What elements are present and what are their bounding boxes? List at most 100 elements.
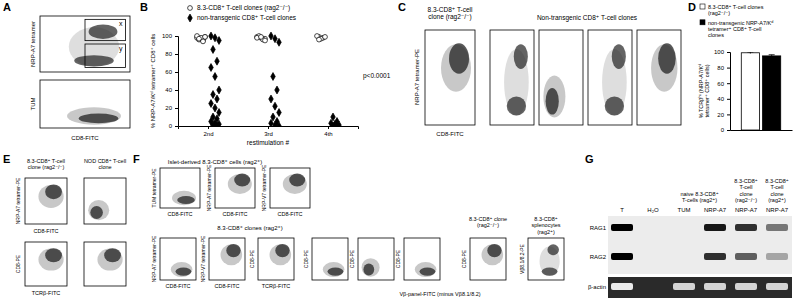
label-line: T-cells (rag2⁺) [682,197,717,203]
plot-frame [160,168,200,208]
cell-cloud [221,244,243,265]
point [269,95,274,103]
axis-title: CD8-FITC [222,211,247,217]
point [335,122,340,126]
label-line: % TCRβʰⁱ (NRP-A7/Kᵈ [698,64,704,119]
tick: 40 [165,87,178,93]
label-line: 8.3-CD8⁺ [534,216,557,222]
cloud-group [38,184,63,207]
band [611,283,633,290]
axis-title: CD8-PE [349,249,355,268]
error-bar [769,55,775,57]
cloud-group [270,244,292,265]
plot-frame [588,30,632,125]
panel-b: 0204060801002nd3rd4threstimulation #% NR… [150,4,391,146]
axis-title: TUM [30,98,36,111]
flow-plot [425,30,475,125]
axis-title: TCRβ-FITC [32,290,61,296]
label-line: (rag2⁺) [537,229,555,235]
tick: 2nd [203,126,213,137]
band [704,283,726,290]
tick-mark [727,52,730,53]
point [277,38,282,46]
point [259,35,264,40]
cell-cloud [504,49,529,116]
cloud-group [543,76,565,118]
y-axis: 020406080100 [162,33,179,129]
flow-plot [25,242,67,286]
tick-mark [175,54,178,55]
header: 8.3-CD8⁺ clones (rag2⁺) [217,225,282,231]
tick-label: 0 [721,127,725,133]
label-line: clone [770,191,783,197]
label-line: NOD CD8⁺ T-cell [84,158,126,164]
point [215,57,220,65]
row-label: RAG2 [590,254,607,260]
plot-frame [25,178,67,224]
tick: 40 [717,96,730,102]
point [273,35,278,43]
cloud-group [88,200,109,220]
plot-frame [425,30,475,125]
panel-e: NRP-A7 tetramer-PECD8-FITCCD8-PETCRβ-FIT… [15,158,126,296]
panel-f: Islet-derived 8.3-CD8⁺ cells (rag2⁺)TUM … [151,159,564,297]
band [704,253,726,260]
tick-label: 100 [714,49,725,55]
cell-cloud [651,44,677,92]
flow-plot [270,168,310,208]
band [673,253,695,260]
line [769,54,775,55]
label-line: clone [739,191,752,197]
plot-frame [637,30,681,125]
band [642,253,664,260]
point [331,122,336,126]
tick-mark [175,108,178,109]
bars [741,52,780,130]
plot-frame [258,238,294,280]
band [611,253,633,260]
flow-plot [490,30,534,125]
plot-frame [160,238,196,280]
tick-label: 20 [165,105,172,111]
tick: 4th [324,126,332,137]
flow-plot [539,30,583,125]
flow-plot [215,168,255,208]
cell-cloud [172,191,196,205]
tick-mark [175,126,178,127]
plot-frame [528,238,564,280]
group-header: 8.3-CD8⁺T-cellclone(rag2⁺) [765,178,788,203]
tick: 100 [714,49,730,55]
lane-label: H₂O [647,207,659,213]
label-line: (rag2⁻/⁻) [477,222,499,228]
axis-title: % TCRβʰⁱ (NRP-A7/Kᵈtetramer⁺ CD8⁺ cells) [698,64,710,119]
flow-plot [25,178,67,224]
annotation: p<0.0001 [363,72,391,80]
lane-label: T [620,207,624,213]
flow-plot [588,30,632,125]
y-axis: 020406080100 [714,49,731,133]
axis-line [731,130,793,131]
panel-label: E [3,153,10,165]
bar [763,56,781,130]
tick-mark [175,36,178,37]
header: Islet-derived 8.3-CD8⁺ cells (rag2⁺) [168,159,262,165]
axis-title: CD8-FITC [167,211,192,217]
line [747,52,753,53]
tick-label: 80 [717,65,724,71]
plot-frame [25,242,67,286]
plot-frame [84,178,126,224]
tick: 0 [169,123,178,129]
panel-label: G [585,153,594,165]
point [211,121,216,126]
tick-label: 80 [165,51,172,57]
band [673,224,695,231]
legend-label: 8.3-CD8⁺ T-cell clones (rag2⁻/⁻) [197,4,290,12]
panel-label: C [398,1,406,13]
panel-label: F [133,153,140,165]
band [673,283,695,290]
point [203,35,208,40]
group-header: naive 8.3-CD8⁺T-cells (rag2⁺) [680,191,718,203]
cell-cloud [441,44,471,92]
gate [85,19,126,40]
plot-frame [40,16,130,72]
